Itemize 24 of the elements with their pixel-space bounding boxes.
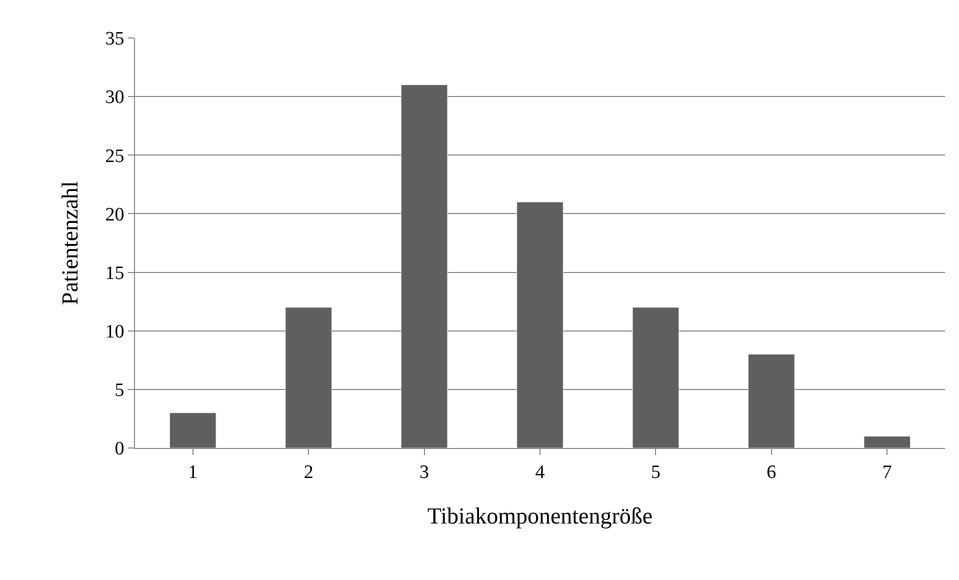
bar [400, 84, 448, 448]
bar [632, 307, 680, 448]
x-tick-label: 2 [304, 462, 314, 483]
y-tick-label: 35 [105, 28, 124, 50]
bar [516, 202, 564, 448]
y-tick-label: 25 [105, 146, 124, 167]
y-tick-label: 10 [105, 322, 124, 343]
y-tick-label: 20 [105, 204, 124, 226]
bar [748, 354, 795, 448]
y-tick-label: 5 [114, 380, 124, 402]
bar [169, 412, 216, 448]
bar [285, 307, 332, 448]
y-tick-label: 0 [114, 438, 124, 460]
y-tick-label: 30 [105, 87, 124, 108]
x-axis-title: Tibiakomponentengröße [427, 503, 653, 528]
x-tick-label: 1 [188, 462, 198, 483]
x-tick-label: 6 [766, 462, 776, 483]
y-tick-label: 15 [105, 262, 124, 284]
y-axis-title: Patientenzahl [58, 181, 83, 305]
x-tick-label: 7 [882, 462, 892, 483]
x-tick-label: 4 [535, 462, 546, 483]
x-tick-label: 5 [650, 462, 660, 483]
x-tick-label: 3 [420, 462, 430, 483]
bar [864, 436, 911, 448]
